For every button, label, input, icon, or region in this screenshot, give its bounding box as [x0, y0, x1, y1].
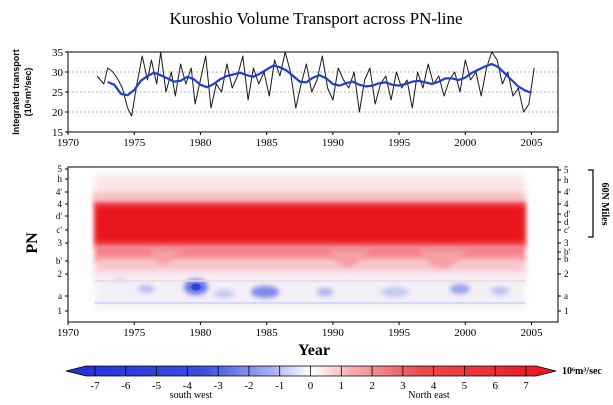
heat-right-tick-label: d' [564, 209, 571, 219]
heat-left-tick-label: 4 [58, 199, 63, 209]
top-x-tick-label: 1990 [322, 137, 345, 149]
heat-band-core [96, 206, 524, 242]
heat-left-tick-label: 1 [58, 306, 63, 316]
heat-right-tick-label: c' [564, 225, 570, 235]
heat-right-tick-label: d [564, 217, 569, 227]
heat-right-tick-label: 3 [564, 238, 569, 248]
heat-lobe-1998 [420, 250, 470, 270]
colorbar-tick-label: -7 [90, 380, 100, 392]
colorbar-tick-label: 1 [339, 380, 345, 392]
colorbar-negative-label: south west [170, 390, 213, 401]
top-x-tick-label: 1975 [123, 137, 146, 149]
top-x-tick-label: 1980 [189, 137, 212, 149]
colorbar-tick-label: -6 [121, 380, 131, 392]
colorbar-tick-label: 4 [431, 380, 437, 392]
heat-right-tick-label: a [564, 291, 568, 301]
heat-right-tick-label: b [564, 254, 569, 264]
distance-bracket-label: 60N Miles [599, 182, 610, 225]
series-line-smoothed [107, 62, 532, 97]
heat-x-tick-label: 1975 [123, 327, 146, 339]
heat-right-tick-label: h [564, 175, 569, 185]
heat-negative-patch-1986 [251, 286, 279, 298]
top-x-tick-label: 1995 [388, 137, 411, 149]
heat-negative-patch-1976 [138, 285, 154, 293]
colorbar-tick-label: 7 [523, 380, 529, 392]
top-y-tick-label: 15 [52, 127, 64, 139]
heat-negative-patch-2001 [450, 284, 470, 294]
top-x-tick-label: 2005 [521, 137, 544, 149]
heat-y-axis-label: PN [24, 232, 41, 254]
heat-left-tick-label: h [58, 174, 63, 184]
colorbar-tick-label: -2 [244, 380, 253, 392]
colorbar-tick-label: -1 [275, 380, 284, 392]
heat-left-tick-label: d' [56, 211, 63, 221]
colorbar-tick-label: -4 [183, 380, 193, 392]
heat-negative-patch-1996 [381, 287, 409, 297]
heat-x-tick-label: 2005 [521, 327, 544, 339]
colorbar-tick-label: 3 [400, 380, 406, 392]
top-y-tick-label: 30 [52, 67, 64, 79]
heat-right-tick-label: 1 [564, 306, 569, 316]
top-line-panel: 15 20 25 30 35 1970 1975 1980 1985 1990 1995 2000 2… [11, 47, 559, 149]
top-x-tick-label: 2000 [454, 137, 477, 149]
heat-negative-patch-1983 [214, 290, 234, 298]
heat-x-tick-label: 1980 [189, 327, 212, 339]
top-y-tick-label: 20 [52, 107, 64, 119]
colorbar: -7 -6 -5 -4 -3 -2 -1 0 1 2 3 4 5 6 7 10⁶m³/sec south w… [65, 365, 602, 401]
heat-x-tick-label: 1995 [388, 327, 411, 339]
heat-x-tick-label: 1990 [322, 327, 345, 339]
top-y-ticks: 15 20 25 30 35 [52, 47, 68, 139]
colorbar-tick-label: 0 [308, 380, 314, 392]
heatmap-frame [67, 166, 559, 323]
colorbar-ticks: -7 -6 -5 -4 -3 -2 -1 0 1 2 3 4 5 6 7 [90, 366, 529, 392]
heat-right-tick-label: 4' [564, 187, 571, 197]
heatmap-panel: 1970 1975 1980 1985 1990 1995 2000 2005 1a2b'3c… [24, 164, 610, 359]
top-y-axis-label: Integrated transport [11, 49, 21, 135]
top-y-tick-label: 25 [52, 87, 64, 99]
heat-lobe-1991 [330, 250, 372, 268]
top-series-group [96, 52, 535, 117]
heat-right-ticks: 1 a 2 bb'3 c'dd'4 4' h5 [558, 165, 571, 316]
heat-x-tick-label: 1970 [57, 327, 80, 339]
top-y-tick-label: 35 [52, 47, 64, 59]
heat-x-tick-label: 1985 [256, 327, 279, 339]
heatmap-field [93, 175, 526, 308]
heat-x-axis-label: Year [298, 342, 330, 359]
colorbar-tick-label: 2 [369, 380, 375, 392]
heat-left-tick-label: 2 [58, 269, 63, 279]
heat-left-tick-label: 5 [58, 164, 63, 174]
heat-right-tick-label: 5 [564, 165, 569, 175]
distance-bracket [588, 169, 594, 238]
series-line-raw [96, 52, 535, 117]
colorbar-tick-label: -5 [152, 380, 162, 392]
chart-title: Kuroshio Volume Transport across PN-line [169, 9, 462, 28]
heat-negative-core-1980 [191, 283, 201, 291]
heat-left-tick-label: 3 [58, 238, 63, 248]
heat-right-tick-label: b' [564, 247, 571, 257]
heat-left-ticks: 1 a 2 b' 3 c' d' 4 4' h5 [56, 164, 68, 316]
heat-negative-patch-2004 [491, 287, 509, 295]
heat-right-tick-label: 2 [564, 269, 569, 279]
heat-x-tick-label: 2000 [454, 327, 477, 339]
heat-left-tick-label: a [58, 291, 62, 301]
colorbar-tick-label: 5 [462, 380, 468, 392]
top-x-tick-label: 1985 [256, 137, 279, 149]
top-y-axis-unit: (10⁶m³/sec) [23, 68, 33, 117]
heat-left-tick-label: 4' [56, 187, 63, 197]
heat-x-ticks: 1970 1975 1980 1985 1990 1995 2000 2005 [57, 322, 543, 339]
colorbar-gradient [65, 365, 557, 377]
heat-lobe-1978 [150, 250, 184, 266]
heat-band-lower-light [95, 258, 525, 276]
heat-right-tick-label: 4 [564, 199, 569, 209]
heat-left-tick-label: b' [56, 256, 63, 266]
heat-left-tick-label: c' [56, 225, 62, 235]
colorbar-tick-label: 6 [492, 380, 498, 392]
colorbar-tick-label: -3 [214, 380, 224, 392]
colorbar-unit: 10⁶m³/sec [562, 366, 602, 377]
colorbar-positive-label: North east [408, 390, 450, 401]
top-x-ticks: 1970 1975 1980 1985 1990 1995 2000 2005 [57, 132, 543, 149]
heat-negative-patch-1991 [317, 288, 333, 296]
top-x-tick-label: 1970 [57, 137, 80, 149]
